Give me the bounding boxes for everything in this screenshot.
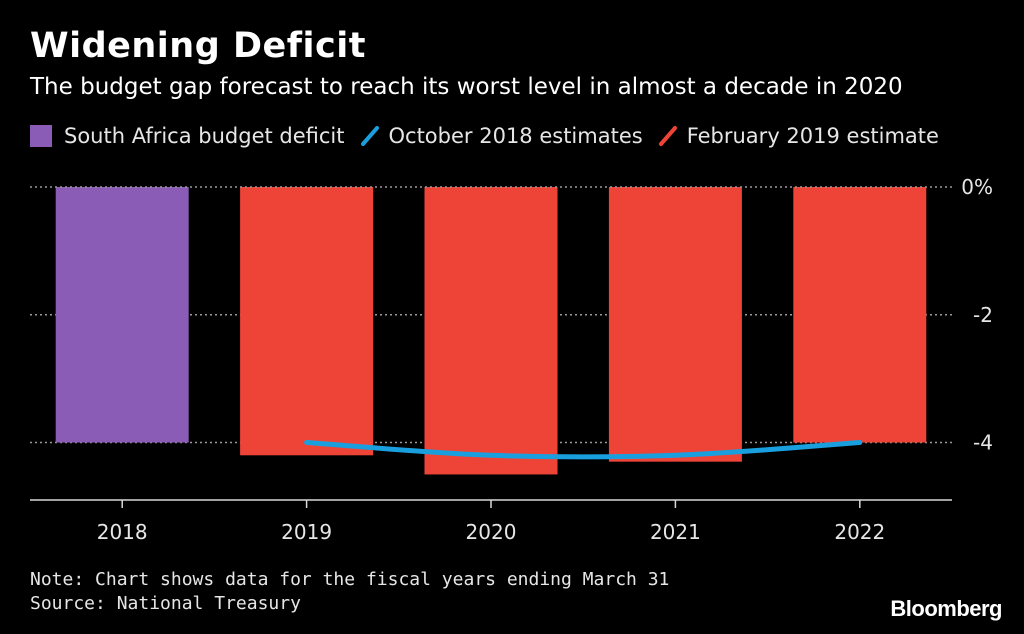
bar xyxy=(793,187,927,443)
y-tick-label: -4 xyxy=(973,431,993,455)
bar xyxy=(608,187,742,462)
bar xyxy=(424,187,558,475)
footer-note: Note: Chart shows data for the fiscal ye… xyxy=(30,568,669,616)
slash-swatch-icon xyxy=(658,126,677,146)
bar xyxy=(55,187,189,443)
chart-subtitle: The budget gap forecast to reach its wor… xyxy=(30,74,903,100)
series-line-october-2018 xyxy=(304,440,863,460)
x-tick-label: 2020 xyxy=(466,520,517,544)
chart-title: Widening Deficit xyxy=(30,26,366,66)
chart-source: Source: National Treasury xyxy=(30,593,301,614)
x-tick-label: 2021 xyxy=(650,520,701,544)
bar xyxy=(240,187,374,456)
x-tick-label: 2019 xyxy=(281,520,332,544)
slash-swatch-icon xyxy=(360,126,379,146)
y-tick-label: 0% xyxy=(961,175,993,199)
legend-item-budget-deficit: South Africa budget deficit xyxy=(30,124,345,148)
legend-item-october-2018: October 2018 estimates xyxy=(359,124,643,148)
bloomberg-logo: Bloomberg xyxy=(890,596,1002,621)
chart-legend: South Africa budget deficit October 2018… xyxy=(30,124,953,148)
legend-item-february-2019: February 2019 estimate xyxy=(657,124,939,148)
legend-label: October 2018 estimates xyxy=(388,124,643,148)
chart-note: Note: Chart shows data for the fiscal ye… xyxy=(30,569,670,590)
x-tick-label: 2018 xyxy=(97,520,148,544)
legend-label: South Africa budget deficit xyxy=(64,124,345,148)
y-tick-label: -2 xyxy=(973,303,993,327)
square-swatch-icon xyxy=(30,125,52,147)
x-tick-label: 2022 xyxy=(834,520,885,544)
legend-label: February 2019 estimate xyxy=(686,124,939,148)
